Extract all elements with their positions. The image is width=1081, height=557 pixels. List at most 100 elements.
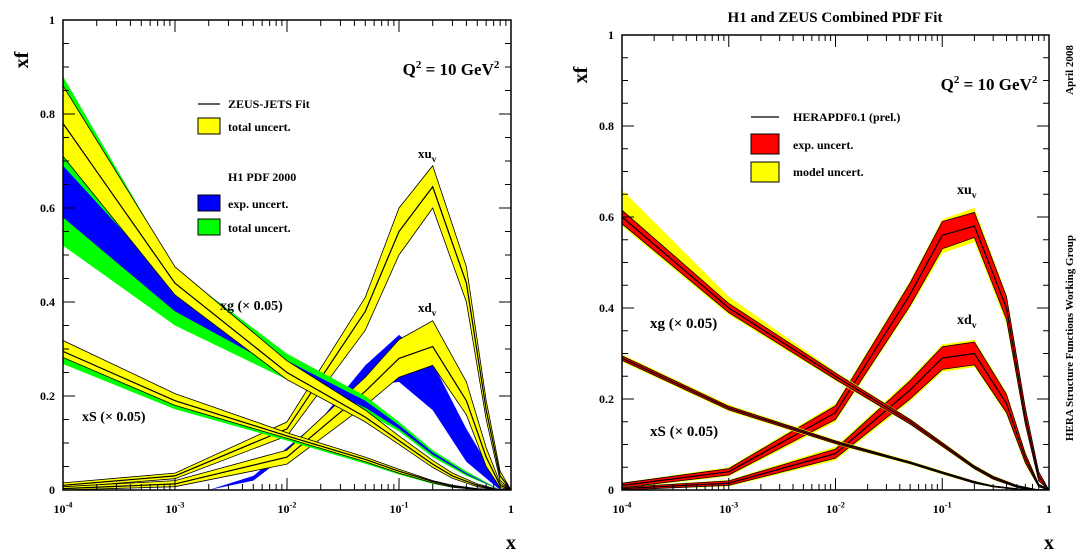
legend-green-swatch (197, 218, 221, 236)
x-tick-label-base: 10 (933, 502, 945, 516)
x-tick-label-base: 10 (719, 502, 731, 516)
x-tick-label-exp: -2 (290, 501, 297, 510)
x-tick-label-base: 10 (613, 502, 625, 516)
curve-label-xuv-sub: v (972, 190, 977, 201)
q2-label-prefix: Q (403, 60, 416, 79)
q2-label-suffix: = 10 GeV (959, 75, 1032, 94)
y-axis-label: xf (570, 66, 592, 83)
x-tick-label: 10-1 (390, 501, 409, 516)
y-tick-label: 0.8 (599, 119, 614, 133)
x-tick-label: 10-1 (933, 501, 952, 516)
x-tick-label: 10-4 (54, 501, 74, 516)
x-tick-label: 10-4 (613, 501, 633, 516)
legend-label: total uncert. (228, 221, 291, 235)
q2-label-exp: 2 (416, 59, 422, 71)
legend-yellow-swatch (197, 117, 221, 135)
series-xdv-band-lower (63, 364, 511, 490)
legend-label: exp. uncert. (793, 138, 853, 152)
series-xuv-band-upper (63, 164, 511, 490)
x-tick-label-base: 1 (1046, 502, 1052, 516)
x-axis-label: x (506, 532, 516, 552)
legend-label: HERAPDF0.1 (prel.) (793, 110, 900, 124)
series-xuv-band-lower (622, 236, 1049, 490)
curve-label-xdv: xdv (957, 313, 977, 331)
series-xdv-central-line (622, 352, 1049, 490)
q2-label-exp: 2 (954, 74, 960, 86)
legend-label: model uncert. (793, 165, 864, 179)
curve-label-xg: xg (× 0.05) (650, 316, 717, 332)
y-tick-label: 1 (49, 13, 55, 27)
x-axis-label: x (1044, 532, 1054, 552)
series-xsx005-central-line (63, 350, 511, 490)
series-xuv-band-lower (63, 207, 511, 490)
x-tick-label: 10-3 (166, 501, 185, 516)
series-xdv-h1-band (208, 334, 501, 490)
x-tick-label-exp: -1 (402, 501, 409, 510)
y-tick-label: 0.2 (40, 389, 55, 403)
y-tick-label: 1 (608, 28, 614, 42)
legend-yellow-swatch (750, 161, 780, 183)
q2-label-prefix: Q (941, 75, 954, 94)
side-label-date: April 2008 (1064, 45, 1076, 95)
y-tick-label: 0.8 (40, 107, 55, 121)
curve-label-xs: xS (× 0.05) (82, 410, 146, 425)
series-xgx005-central-line (622, 216, 1049, 490)
legend-label: exp. uncert. (228, 197, 288, 211)
q2-label-exp2: 2 (1032, 74, 1038, 86)
x-tick-label-base: 10 (390, 502, 402, 516)
series-xgx005-model-band (622, 189, 1049, 490)
series-xsx005-central-line (622, 357, 1049, 490)
x-tick-label-exp: -4 (66, 501, 74, 510)
series-xsx005-band-upper (63, 340, 511, 490)
series-xgx005-central-line (63, 123, 511, 490)
curve-label-xuv-sub: v (432, 154, 437, 164)
series-xdv-band (63, 320, 511, 490)
series-xuv-central-line (63, 185, 511, 490)
curve-label-xg: xg (× 0.05) (220, 299, 283, 314)
curve-label-xuv-main: xu (418, 146, 432, 161)
y-axis-label: xf (11, 51, 33, 68)
x-tick-label-base: 10 (166, 502, 178, 516)
series-xuv-central-line (622, 225, 1049, 490)
legend-red-swatch (750, 133, 780, 155)
y-tick-label: 0.4 (40, 295, 55, 309)
curve-label-xdv-sub: v (972, 320, 977, 331)
curve-label-xuv: xuv (418, 146, 437, 164)
x-tick-label-exp: -3 (178, 501, 185, 510)
x-tick-label: 10-3 (719, 501, 738, 516)
series-xuv-band-upper (622, 211, 1049, 490)
curve-label-xuv-main: xu (957, 183, 972, 198)
curve-label-xdv-main: xd (957, 313, 972, 328)
series-xdv-band-upper (622, 341, 1049, 490)
x-tick-label: 1 (1046, 502, 1052, 516)
chart-title: H1 and ZEUS Combined PDF Fit (728, 10, 943, 26)
q2-label-exp2: 2 (494, 59, 500, 71)
x-tick-label-base: 10 (54, 502, 66, 516)
x-tick-label-exp: -2 (838, 501, 845, 510)
x-tick-label-base: 1 (508, 502, 514, 516)
q2-label: Q2 = 10 GeV2 (403, 59, 500, 79)
series-xuv-band (63, 165, 511, 490)
x-tick-label-base: 10 (278, 502, 290, 516)
q2-label-suffix: = 10 GeV (421, 60, 494, 79)
curve-label-xuv: xuv (957, 183, 977, 201)
series-xgx005-band-lower (63, 156, 511, 490)
x-tick-label: 10-2 (826, 501, 845, 516)
y-tick-label: 0 (608, 483, 614, 497)
series-xdv-central-line (63, 345, 511, 490)
legend-header: H1 PDF 2000 (228, 170, 296, 184)
series-xdv-band-lower (622, 364, 1049, 490)
x-tick-label: 10-2 (278, 501, 297, 516)
y-tick-label: 0.2 (599, 392, 614, 406)
x-tick-label-exp: -3 (731, 501, 738, 510)
curve-label-xdv-sub: v (432, 308, 437, 318)
series-xgx005-band-upper (63, 85, 511, 490)
x-tick-label-base: 10 (826, 502, 838, 516)
plot-area (63, 76, 511, 490)
series-xdv-band-upper (63, 320, 511, 490)
q2-label: Q2 = 10 GeV2 (941, 74, 1038, 94)
x-tick-label: 1 (508, 502, 514, 516)
